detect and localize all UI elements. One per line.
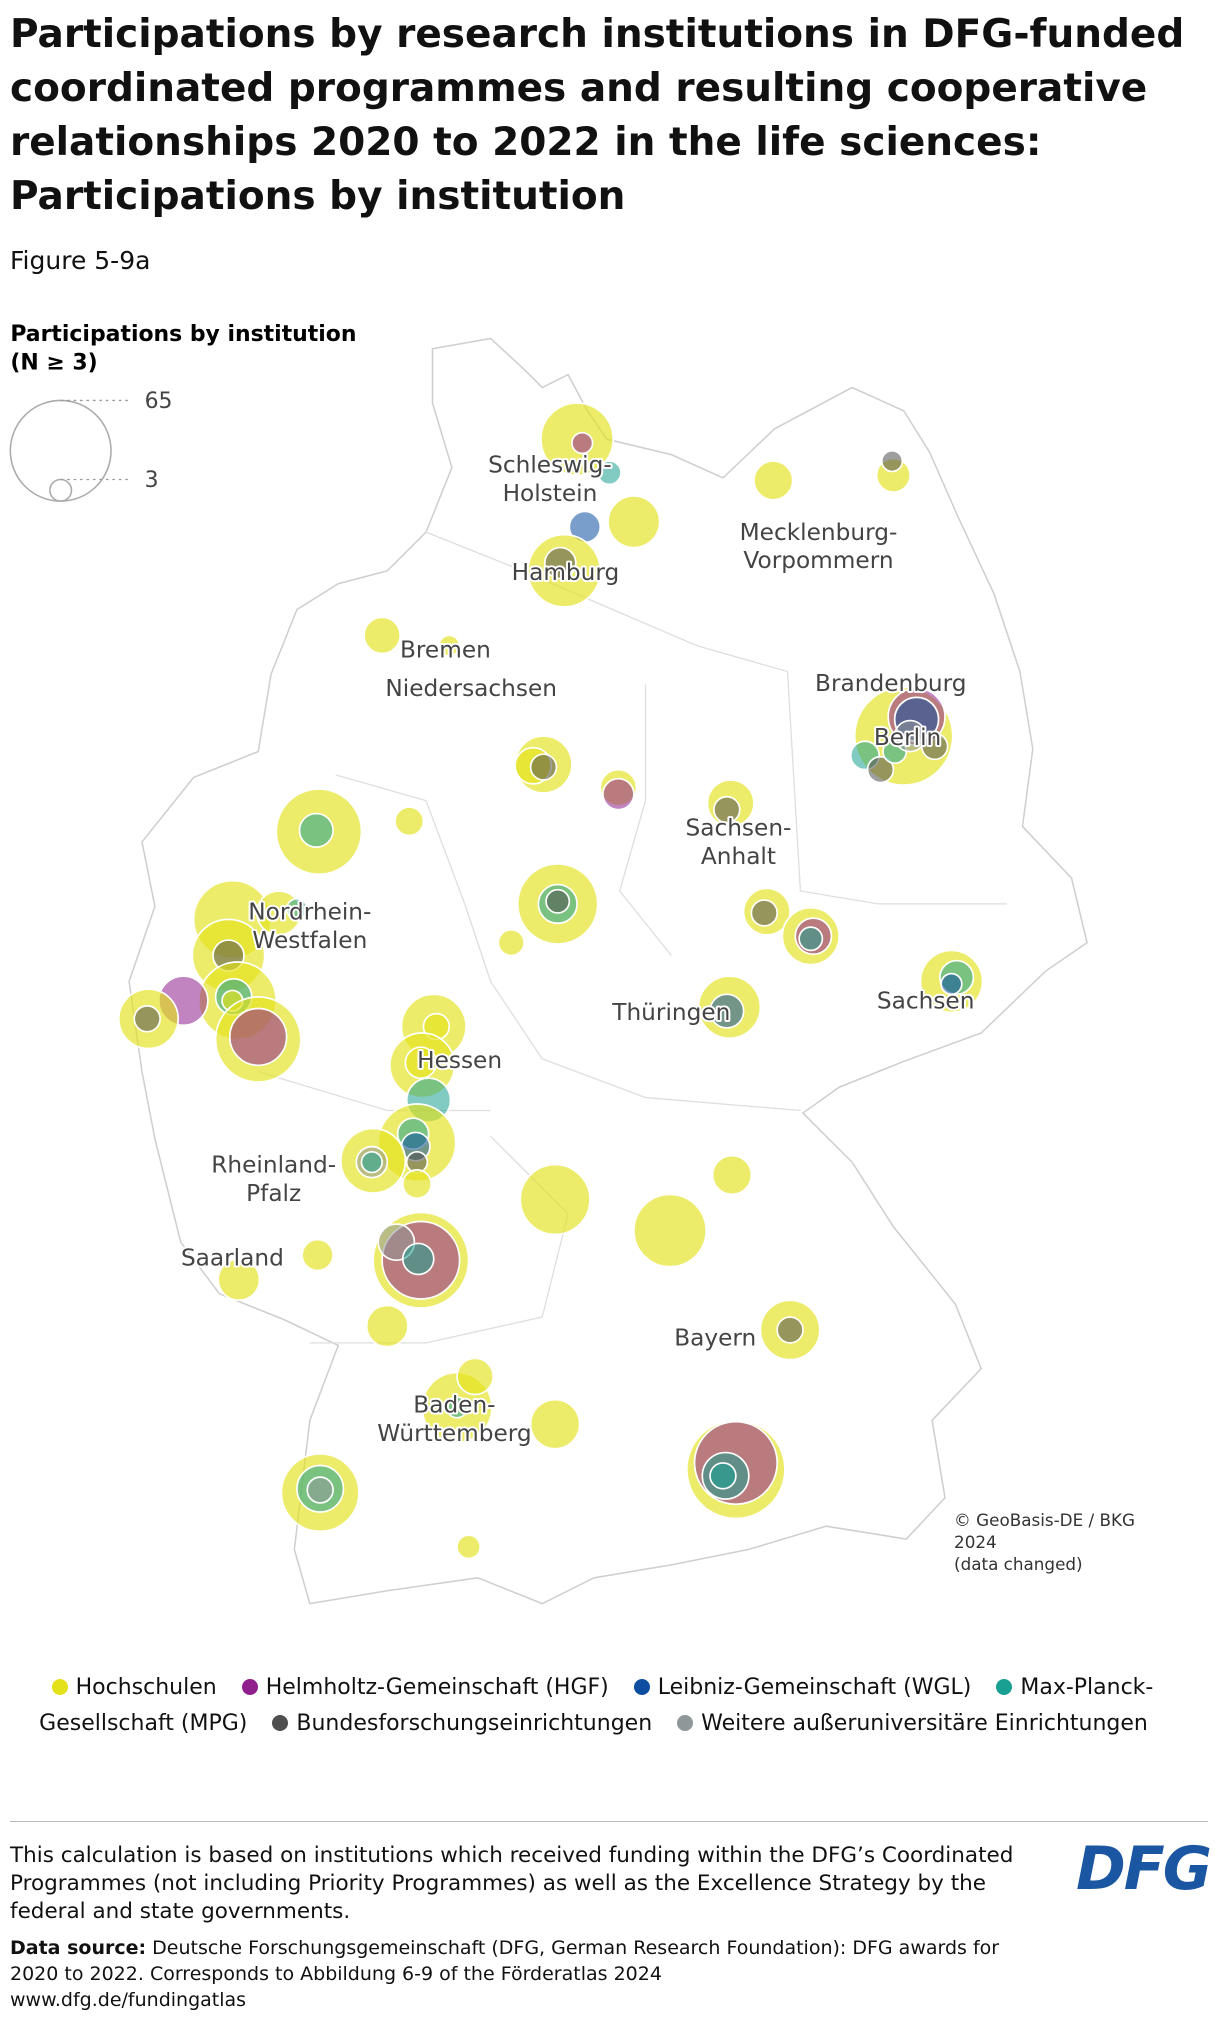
bubble <box>456 1534 482 1560</box>
legend-item: Leibniz-Gemeinschaft (WGL) <box>633 1675 972 1700</box>
germany-outline <box>128 337 1088 1605</box>
url: www.dfg.de/fundingatlas <box>10 1989 247 2011</box>
legend-item: Weitere außeruniversitäre Einrichtungen <box>677 1711 1148 1736</box>
source: Data source: Deutsche Forschungsgemeinsc… <box>10 1935 1040 1987</box>
legend-swatch <box>272 1715 289 1731</box>
bubble <box>607 495 661 549</box>
state-borders <box>258 531 1007 1344</box>
bubble <box>750 899 779 927</box>
legend-label: Leibniz-Gemeinschaft (WGL) <box>657 1675 972 1700</box>
bubble <box>217 1258 261 1302</box>
bubble <box>285 897 309 921</box>
bubble <box>228 1007 288 1067</box>
legend-swatch <box>241 1679 258 1695</box>
bubble <box>602 777 635 811</box>
title: Participations by research institutions … <box>10 12 1185 219</box>
bubble <box>545 888 571 914</box>
region-label: Mecklenburg-Vorpommern <box>740 519 898 574</box>
bubble <box>497 928 525 957</box>
bubble <box>880 449 904 473</box>
bubbles <box>117 402 984 1560</box>
bubble <box>306 1476 334 1504</box>
bubble <box>529 753 558 781</box>
bubble <box>438 634 461 657</box>
bubble <box>633 1193 708 1268</box>
bubble <box>363 616 402 655</box>
logo: DFG <box>1075 1834 1212 1904</box>
region-label: Hessen <box>417 1047 502 1074</box>
region-label: Niedersachsen <box>385 675 557 702</box>
bubble <box>401 1242 435 1276</box>
note: This calculation is based on institution… <box>10 1843 1014 1924</box>
bubble <box>360 1150 383 1174</box>
figure-label: Figure 5-9a <box>10 246 151 275</box>
legend-label: Hochschulen <box>75 1675 217 1700</box>
region-label: Nordrhein-Westfalen <box>248 898 371 953</box>
bubble <box>940 972 963 996</box>
legend: Hochschulen Helmholtz-Gemeinschaft (HGF)… <box>10 1670 1195 1742</box>
bubble <box>753 460 794 501</box>
region-label: Rheinland-Pfalz <box>211 1151 336 1206</box>
bubble <box>596 460 622 486</box>
region-label: Sachsen-Anhalt <box>685 814 791 869</box>
bubble <box>713 795 741 824</box>
legend-swatch <box>51 1679 68 1695</box>
region-label: Schleswig-Holstein <box>488 452 612 507</box>
bubble <box>456 1357 495 1396</box>
legend-swatch <box>996 1679 1013 1695</box>
credit: © GeoBasis-DE / BKG <box>954 1510 1135 1530</box>
bubble <box>401 1169 433 1200</box>
separator <box>10 1821 1208 1822</box>
size-legend-label: 3 <box>145 468 159 493</box>
region-label: Saarland <box>181 1244 284 1271</box>
bubble <box>866 755 895 784</box>
region-label: Berlin <box>874 724 941 751</box>
legend-label: Max-Planck-Gesellschaft (MPG) <box>39 1675 1154 1736</box>
bubble <box>798 926 824 952</box>
legend-item: Hochschulen <box>51 1675 217 1700</box>
region-label: Brandenburg <box>815 670 966 697</box>
bubble <box>529 1398 581 1450</box>
bubble <box>543 546 577 580</box>
legend-swatch <box>677 1715 694 1731</box>
size-legend-circle <box>49 478 73 502</box>
legend-label: Weitere außeruniversitäre Einrichtungen <box>701 1711 1148 1736</box>
bubble <box>519 1163 591 1236</box>
credit: 2024 <box>954 1532 997 1552</box>
bubble <box>301 1238 334 1272</box>
size-legend-label: 65 <box>145 389 173 414</box>
legend-item: Max-Planck-Gesellschaft (MPG) <box>39 1675 1153 1736</box>
bubble <box>709 1462 737 1490</box>
legend-item: Helmholtz-Gemeinschaft (HGF) <box>241 1675 609 1700</box>
region-label: Hamburg <box>512 559 620 586</box>
bubble <box>394 806 425 837</box>
region-label: Baden-Württemberg <box>377 1392 531 1447</box>
bubble <box>404 1046 438 1080</box>
bubble <box>709 993 745 1029</box>
bubble <box>298 812 334 848</box>
source-label: Data source: <box>10 1937 147 1959</box>
legend-item: Bundesforschungseinrichtungen <box>272 1711 652 1736</box>
region-label: Bremen <box>400 636 491 663</box>
size-legend-circle <box>9 399 112 502</box>
legend-swatch <box>633 1679 650 1695</box>
bubble <box>133 1005 161 1033</box>
size-legend-title: Participations by institution (N ≥ 3) <box>10 322 364 375</box>
bubble <box>711 1154 753 1196</box>
bubble <box>776 1316 804 1344</box>
region-label: Sachsen <box>877 987 975 1014</box>
credit: (data changed) <box>954 1554 1083 1574</box>
source-text: Deutsche Forschungsgemeinschaft (DFG, Ge… <box>10 1937 1000 1985</box>
legend-label: Bundesforschungseinrichtungen <box>296 1711 653 1736</box>
region-label: Bayern <box>674 1324 756 1351</box>
region-labels: Schleswig-Holstein Mecklenburg-Vorpommern… <box>179 450 976 1449</box>
bubble <box>365 1304 409 1348</box>
bubble <box>893 719 927 753</box>
bubble <box>571 431 594 455</box>
bubble <box>445 1396 469 1419</box>
legend-label: Helmholtz-Gemeinschaft (HGF) <box>265 1675 609 1700</box>
region-label: Thüringen <box>611 999 730 1026</box>
